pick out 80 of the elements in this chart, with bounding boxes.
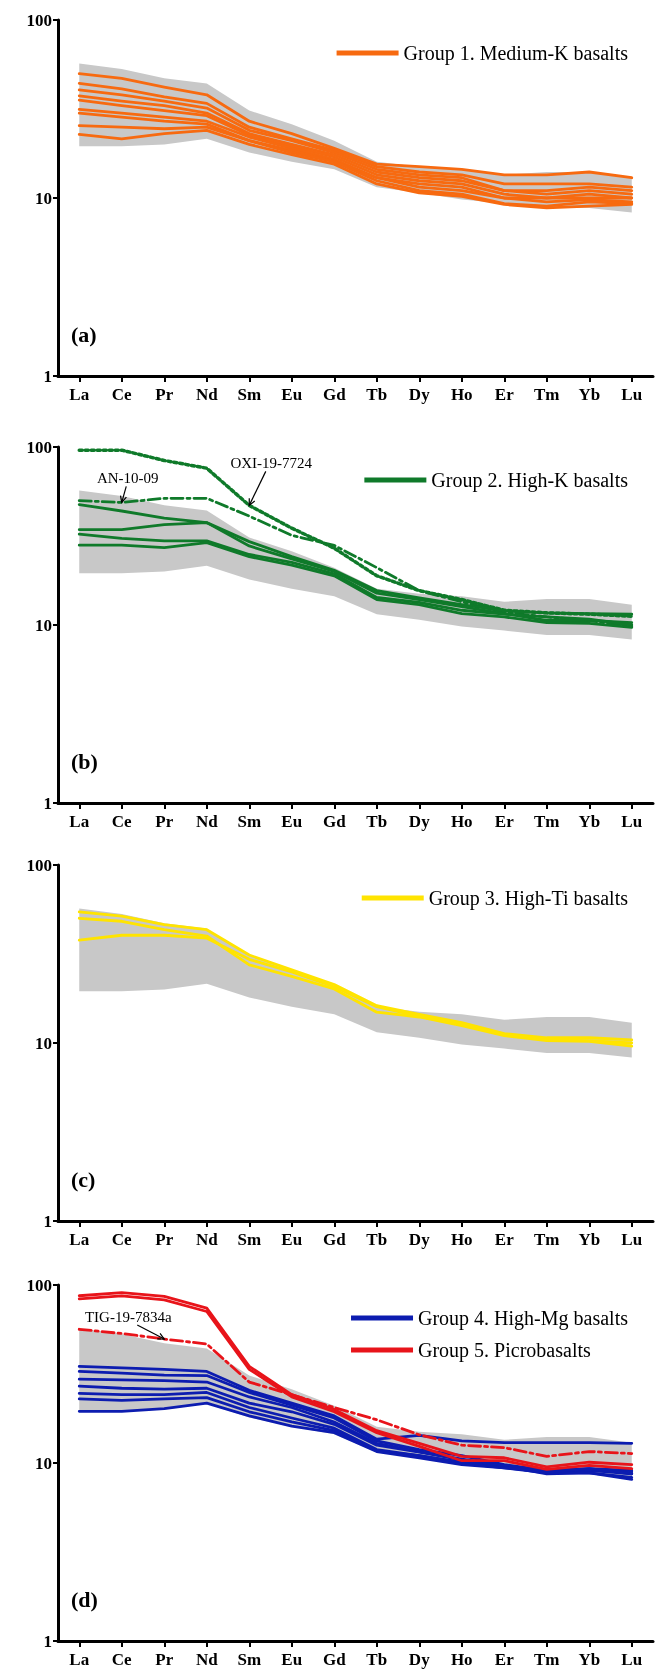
x-tick-label: Ho: [450, 1650, 473, 1669]
text: (d): [71, 1586, 98, 1612]
x-tick-label: Lu: [621, 1230, 643, 1249]
x-tick-label: Sm: [237, 812, 262, 831]
y-tick-label: 10: [35, 1033, 52, 1053]
x-tick-label: Nd: [195, 385, 219, 404]
y-tick-label: 10: [35, 1453, 52, 1473]
y-tick-label: 1: [43, 1211, 52, 1231]
x-tick-label: Gd: [322, 385, 347, 404]
x-tick-label: Tb: [366, 385, 388, 404]
x-tick-label: Nd: [195, 812, 219, 831]
legend-label: Group 5. Picrobasalts: [418, 1339, 591, 1362]
x-tick-label: Ho: [450, 1230, 473, 1249]
x-tick-label: Sm: [237, 385, 262, 404]
x-tick-label: Sm: [237, 1230, 262, 1249]
x-tick-label: Tb: [366, 1650, 388, 1669]
x-tick-label: Dy: [408, 812, 431, 831]
x-tick-label: Eu: [281, 812, 303, 831]
x-tick-label: Dy: [408, 1230, 431, 1249]
x-tick-label: Eu: [281, 385, 303, 404]
annotation: TIG-19-7834a: [84, 1309, 172, 1326]
x-tick-label: Pr: [155, 1230, 174, 1249]
legend-label: Group 3. High-Ti basalts: [428, 887, 629, 910]
x-tick-label: Tb: [366, 812, 388, 831]
x-tick-label: Gd: [322, 812, 347, 831]
legend-label: Group 2. High-K basalts: [431, 469, 629, 492]
y-tick-label: 1: [43, 1631, 52, 1651]
x-tick-label: La: [69, 1230, 90, 1249]
x-tick-label: Tm: [534, 385, 560, 404]
x-tick-label: Tm: [534, 1230, 560, 1249]
x-tick-label: Eu: [281, 1230, 303, 1249]
x-tick-label: Yb: [578, 812, 601, 831]
y-tick-label: 10: [35, 615, 52, 635]
x-tick-label: Ce: [111, 1230, 133, 1249]
x-tick-label: Tm: [534, 812, 560, 831]
x-tick-label: Yb: [578, 1230, 601, 1249]
annotation: OXI-19-7724: [230, 455, 313, 472]
x-tick-label: La: [69, 812, 90, 831]
x-tick-label: Ce: [111, 385, 133, 404]
annotation: AN-10-09: [96, 470, 159, 487]
x-tick-label: Yb: [578, 1650, 601, 1669]
x-tick-label: Tb: [366, 1230, 388, 1249]
x-tick-label: Lu: [621, 812, 643, 831]
x-tick-label: Pr: [155, 812, 174, 831]
x-tick-label: Lu: [621, 385, 643, 404]
text: (b): [71, 748, 98, 774]
x-tick-label: Er: [494, 812, 515, 831]
x-tick-label: Nd: [195, 1650, 219, 1669]
x-tick-label: Eu: [281, 1650, 303, 1669]
x-tick-label: Lu: [621, 1650, 643, 1669]
x-tick-label: Er: [494, 385, 515, 404]
x-tick-label: Ce: [111, 1650, 133, 1669]
legend-label: Group 4. High-Mg basalts: [418, 1307, 629, 1330]
y-tick-label: 100: [26, 1275, 52, 1295]
x-tick-label: La: [69, 1650, 90, 1669]
legend-label: Group 1. Medium-K basalts: [403, 42, 629, 65]
y-tick-label: 10: [35, 188, 52, 208]
x-tick-label: Tm: [534, 1650, 560, 1669]
y-tick-label: 1: [43, 366, 52, 386]
x-tick-label: Er: [494, 1650, 515, 1669]
text: (c): [71, 1166, 96, 1192]
text: (a): [71, 321, 97, 347]
x-tick-label: Gd: [322, 1650, 347, 1669]
x-tick-label: Ho: [450, 385, 473, 404]
y-tick-label: 100: [26, 10, 52, 30]
x-tick-label: Dy: [408, 1650, 431, 1669]
x-tick-label: Gd: [322, 1230, 347, 1249]
x-tick-label: Nd: [195, 1230, 219, 1249]
x-tick-label: Ce: [111, 812, 133, 831]
x-tick-label: Sm: [237, 1650, 262, 1669]
y-tick-label: 1: [43, 793, 52, 813]
x-tick-label: Yb: [578, 385, 601, 404]
x-tick-label: Er: [494, 1230, 515, 1249]
y-tick-label: 100: [26, 855, 52, 875]
x-tick-label: La: [69, 385, 90, 404]
y-tick-label: 100: [26, 437, 52, 457]
x-tick-label: Pr: [155, 1650, 174, 1669]
x-tick-label: Dy: [408, 385, 431, 404]
x-tick-label: Pr: [155, 385, 174, 404]
x-tick-label: Ho: [450, 812, 473, 831]
